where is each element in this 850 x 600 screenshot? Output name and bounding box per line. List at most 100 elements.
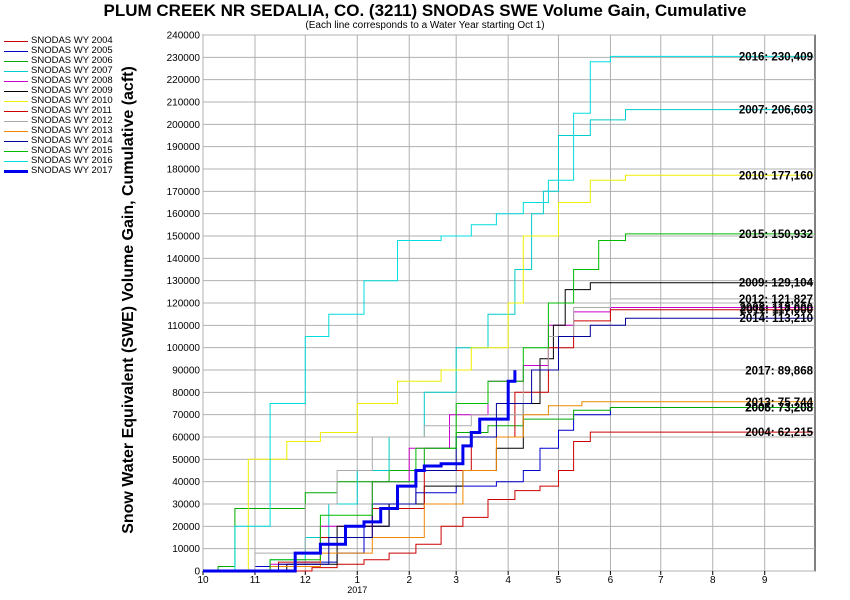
legend-swatch	[4, 90, 28, 92]
legend-label: SNODAS WY 2016	[31, 155, 113, 166]
y-tick-label: 50000	[172, 455, 200, 466]
legend-item: SNODAS WY 2007	[4, 66, 113, 76]
legend-swatch	[4, 120, 28, 122]
series-end-label: 2005: 73,208	[745, 403, 813, 415]
series-end-label: 2008: 118,000	[739, 302, 813, 314]
series-end-label: 2016: 230,409	[739, 51, 813, 63]
series-end-label: 2017: 89,868	[745, 365, 813, 377]
series-line	[203, 370, 517, 573]
series-line	[203, 233, 814, 572]
series-line	[203, 298, 814, 572]
series-end-label: 2010: 177,160	[739, 170, 813, 182]
legend-label: SNODAS WY 2009	[31, 85, 113, 96]
x-tick-label: 3	[453, 575, 459, 586]
series-end-label: 2015: 150,932	[739, 229, 813, 241]
y-tick-label: 90000	[172, 366, 200, 377]
x-tick-label: 4	[505, 575, 511, 586]
legend-swatch	[4, 70, 28, 72]
legend-item: SNODAS WY 2010	[4, 96, 113, 106]
legend-label: SNODAS WY 2008	[31, 75, 113, 86]
y-tick-label: 0	[194, 567, 200, 578]
series-end-label: 2006: 73,208	[745, 403, 813, 415]
legend-swatch	[4, 169, 28, 173]
x-tick-label: 6	[608, 575, 614, 586]
y-tick-label: 190000	[167, 142, 201, 153]
series-line	[203, 431, 814, 572]
legend-label: SNODAS WY 2012	[31, 115, 113, 126]
series-end-label: 2012: 121,827	[739, 294, 813, 306]
series-line	[203, 174, 814, 572]
y-tick-label: 210000	[167, 98, 201, 109]
y-tick-label: 240000	[167, 31, 201, 42]
legend-swatch	[4, 130, 28, 132]
legend-swatch	[4, 150, 28, 152]
legend-swatch	[4, 80, 28, 82]
series-end-label: 2013: 75,744	[745, 397, 813, 409]
series-end-label: 2011: 117,000	[740, 305, 813, 317]
x-tick-label: 11	[250, 575, 261, 586]
y-tick-label: 150000	[167, 232, 201, 243]
legend-swatch	[4, 110, 28, 112]
chart-title: PLUM CREEK NR SEDALIA, CO. (3211) SNODAS…	[103, 1, 747, 20]
legend-item: SNODAS WY 2012	[4, 116, 113, 126]
series-end-label: 2014: 113,210	[739, 313, 813, 325]
y-tick-label: 200000	[167, 120, 201, 131]
y-tick-label: 30000	[172, 500, 200, 511]
legend-item: SNODAS WY 2008	[4, 76, 113, 86]
legend-item: SNODAS WY 2005	[4, 46, 113, 56]
legend-item: SNODAS WY 2015	[4, 146, 113, 156]
legend-swatch	[4, 60, 28, 62]
legend-label: SNODAS WY 2017	[31, 165, 113, 176]
legend-item: SNODAS WY 2011	[4, 106, 113, 116]
legend-label: SNODAS WY 2006	[31, 55, 113, 66]
legend-label: SNODAS WY 2014	[31, 135, 113, 146]
series-line	[203, 55, 814, 572]
y-tick-label: 120000	[167, 299, 201, 310]
y-tick-label: 170000	[167, 187, 201, 198]
legend-label: SNODAS WY 2004	[31, 35, 113, 46]
legend-item: SNODAS WY 2013	[4, 126, 113, 136]
legend-item: SNODAS WY 2004	[4, 36, 113, 46]
y-tick-label: 160000	[167, 209, 201, 220]
x-tick-label: 1	[354, 575, 360, 586]
y-tick-label: 130000	[167, 276, 201, 287]
legend-item: SNODAS WY 2016	[4, 156, 113, 166]
y-tick-label: 70000	[172, 410, 200, 421]
series-end-label: 2004: 62,215	[745, 427, 813, 439]
y-tick-label: 140000	[167, 254, 201, 265]
y-tick-label: 110000	[167, 321, 200, 332]
chart-subtitle: (Each line corresponds to a Water Year s…	[305, 20, 545, 31]
legend-swatch	[4, 140, 28, 142]
legend-swatch	[4, 100, 28, 102]
legend-label: SNODAS WY 2005	[31, 45, 113, 56]
legend-swatch	[4, 40, 28, 42]
legend-swatch	[4, 50, 28, 52]
x-tick-label: 8	[710, 575, 716, 586]
legend-label: SNODAS WY 2007	[31, 65, 113, 76]
legend-swatch	[4, 160, 28, 162]
legend-label: SNODAS WY 2013	[31, 125, 113, 136]
legend-item: SNODAS WY 2014	[4, 136, 113, 146]
x-tick-label: 9	[762, 575, 768, 586]
legend-item: SNODAS WY 2009	[4, 86, 113, 96]
series-end-label: 2007: 206,603	[739, 105, 813, 117]
series-end-label: 2009: 129,104	[739, 278, 814, 290]
y-tick-label: 40000	[172, 477, 200, 488]
y-tick-label: 100000	[167, 343, 201, 354]
x-year-label: 2017	[347, 585, 367, 595]
x-tick-label: 5	[556, 575, 562, 586]
y-tick-label: 80000	[172, 388, 200, 399]
y-tick-label: 60000	[172, 433, 200, 444]
x-tick-label: 7	[658, 575, 664, 586]
x-tick-label: 2	[406, 575, 412, 586]
x-tick-label: 12	[300, 575, 312, 586]
legend-label: SNODAS WY 2011	[31, 105, 112, 116]
y-tick-label: 230000	[167, 53, 201, 64]
y-tick-label: 10000	[172, 544, 200, 555]
legend-label: SNODAS WY 2015	[31, 145, 113, 156]
y-tick-label: 220000	[167, 75, 201, 86]
legend-item: SNODAS WY 2006	[4, 56, 113, 66]
legend-label: SNODAS WY 2010	[31, 95, 113, 106]
legend-item: SNODAS WY 2017	[4, 166, 113, 176]
